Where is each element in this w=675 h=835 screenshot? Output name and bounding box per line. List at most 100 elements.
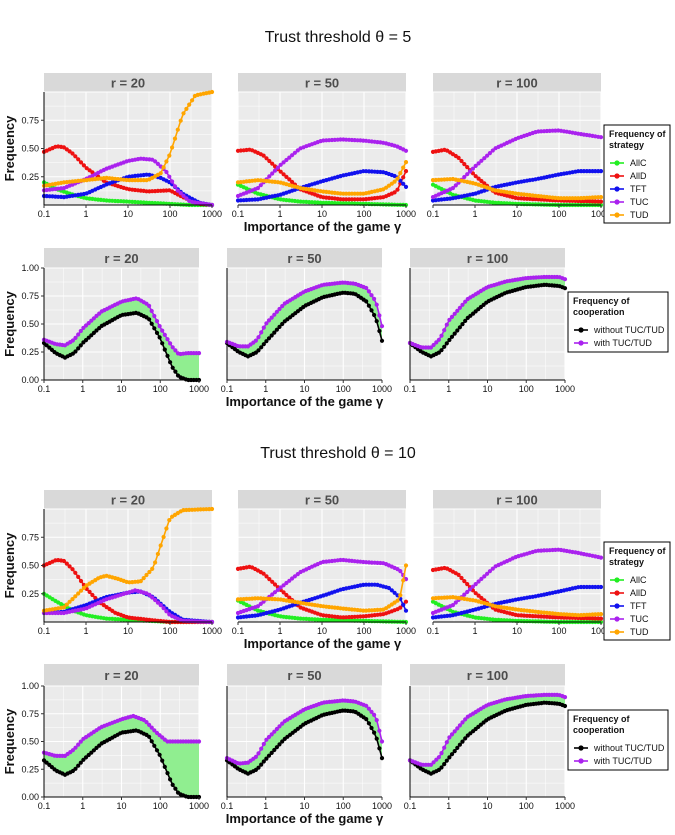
- data-point: [157, 335, 162, 340]
- chart-panel: r = 20 0.1 1 10 100 1000 0.25 0.50 0.75: [21, 490, 222, 636]
- x-tick-label: 1: [277, 209, 282, 219]
- data-point: [266, 734, 272, 740]
- x-tick-label: 1: [472, 209, 477, 219]
- x-tick-label: 10: [123, 209, 133, 219]
- x-tick-label: 0.1: [38, 384, 51, 394]
- panel-strip: [238, 490, 406, 509]
- data-point: [61, 605, 66, 610]
- data-point: [158, 543, 163, 548]
- data-point: [83, 755, 89, 760]
- section-title-1: Trust threshold θ = 5: [265, 29, 412, 46]
- data-point: [476, 161, 481, 166]
- chart-panel: r = 50 0.1 1 10 100 1000: [221, 664, 392, 811]
- data-point: [401, 165, 406, 170]
- data-point: [386, 585, 391, 591]
- data-point: [284, 592, 289, 598]
- data-point: [463, 717, 468, 722]
- data-point: [364, 703, 369, 708]
- x-tick-label: 1000: [555, 384, 575, 394]
- data-point: [162, 764, 167, 770]
- x-tick-label: 0.1: [404, 801, 417, 811]
- data-point: [261, 153, 266, 158]
- data-point: [83, 323, 89, 328]
- data-point: [73, 766, 78, 771]
- data-point: [453, 600, 458, 605]
- chart-panel: r = 50 0.1 1 10 100 1000: [232, 73, 416, 219]
- data-point: [593, 199, 598, 204]
- data-point: [272, 330, 277, 335]
- data-point: [287, 595, 292, 600]
- x-tick-label: 10: [482, 384, 492, 394]
- data-point: [467, 587, 473, 592]
- data-point: [281, 160, 286, 165]
- data-point: [84, 166, 89, 171]
- data-point: [70, 338, 75, 343]
- data-point: [155, 161, 160, 166]
- data-point: [152, 326, 157, 331]
- data-point: [170, 345, 175, 350]
- data-point: [162, 347, 167, 352]
- data-point: [403, 169, 409, 174]
- data-point: [50, 610, 55, 616]
- data-point: [144, 572, 149, 578]
- y-tick-label: 0.50: [21, 561, 39, 571]
- data-point: [570, 196, 575, 201]
- panel-strip: [433, 490, 601, 509]
- panel-strip: [44, 73, 212, 92]
- data-point: [147, 592, 152, 598]
- data-point: [281, 583, 286, 588]
- data-point: [372, 296, 377, 301]
- data-point: [141, 576, 146, 581]
- data-point: [173, 369, 178, 374]
- data-point: [403, 599, 409, 604]
- data-point: [392, 190, 397, 195]
- data-point: [287, 177, 292, 182]
- data-point: [374, 302, 379, 307]
- data-point: [274, 309, 279, 314]
- data-point: [476, 593, 481, 598]
- data-point: [168, 341, 173, 346]
- data-point: [366, 289, 371, 294]
- y-tick-label: 0.25: [21, 764, 39, 774]
- legend-key-dot: [614, 616, 620, 622]
- chart-panel: r = 20 0.1 1 10 100 1000 0.25 0.50 0.75: [21, 73, 222, 219]
- x-tick-label: 1: [80, 801, 85, 811]
- data-point: [253, 754, 258, 760]
- data-point: [460, 322, 465, 327]
- data-point: [467, 169, 473, 174]
- data-point: [256, 765, 261, 770]
- data-point: [379, 324, 385, 329]
- data-point: [473, 591, 478, 596]
- data-point: [274, 745, 279, 750]
- data-point: [593, 169, 598, 174]
- data-point: [457, 723, 462, 728]
- x-tick-label: 1: [263, 801, 268, 811]
- panel-strip-label: r = 100: [496, 76, 538, 91]
- x-tick-label: 10: [317, 626, 327, 636]
- legend-item-label: AllC: [630, 575, 647, 585]
- legend-item-label: AllD: [630, 171, 647, 181]
- data-point: [479, 576, 484, 582]
- data-point: [152, 743, 157, 748]
- data-point: [162, 332, 167, 337]
- data-point: [598, 616, 604, 621]
- data-point: [175, 188, 180, 193]
- data-point: [377, 328, 382, 334]
- data-point: [73, 745, 78, 750]
- series-tuc: [430, 128, 604, 200]
- data-point: [598, 135, 604, 140]
- data-point: [76, 332, 81, 337]
- data-point: [73, 154, 78, 159]
- data-point: [70, 151, 75, 156]
- data-point: [482, 574, 487, 579]
- data-point: [482, 156, 487, 161]
- data-point: [465, 589, 470, 595]
- data-point: [170, 782, 175, 788]
- x-tick-label: 100: [336, 801, 351, 811]
- data-point: [150, 595, 155, 600]
- data-point: [277, 742, 282, 747]
- data-point: [374, 319, 379, 324]
- data-point: [450, 603, 455, 608]
